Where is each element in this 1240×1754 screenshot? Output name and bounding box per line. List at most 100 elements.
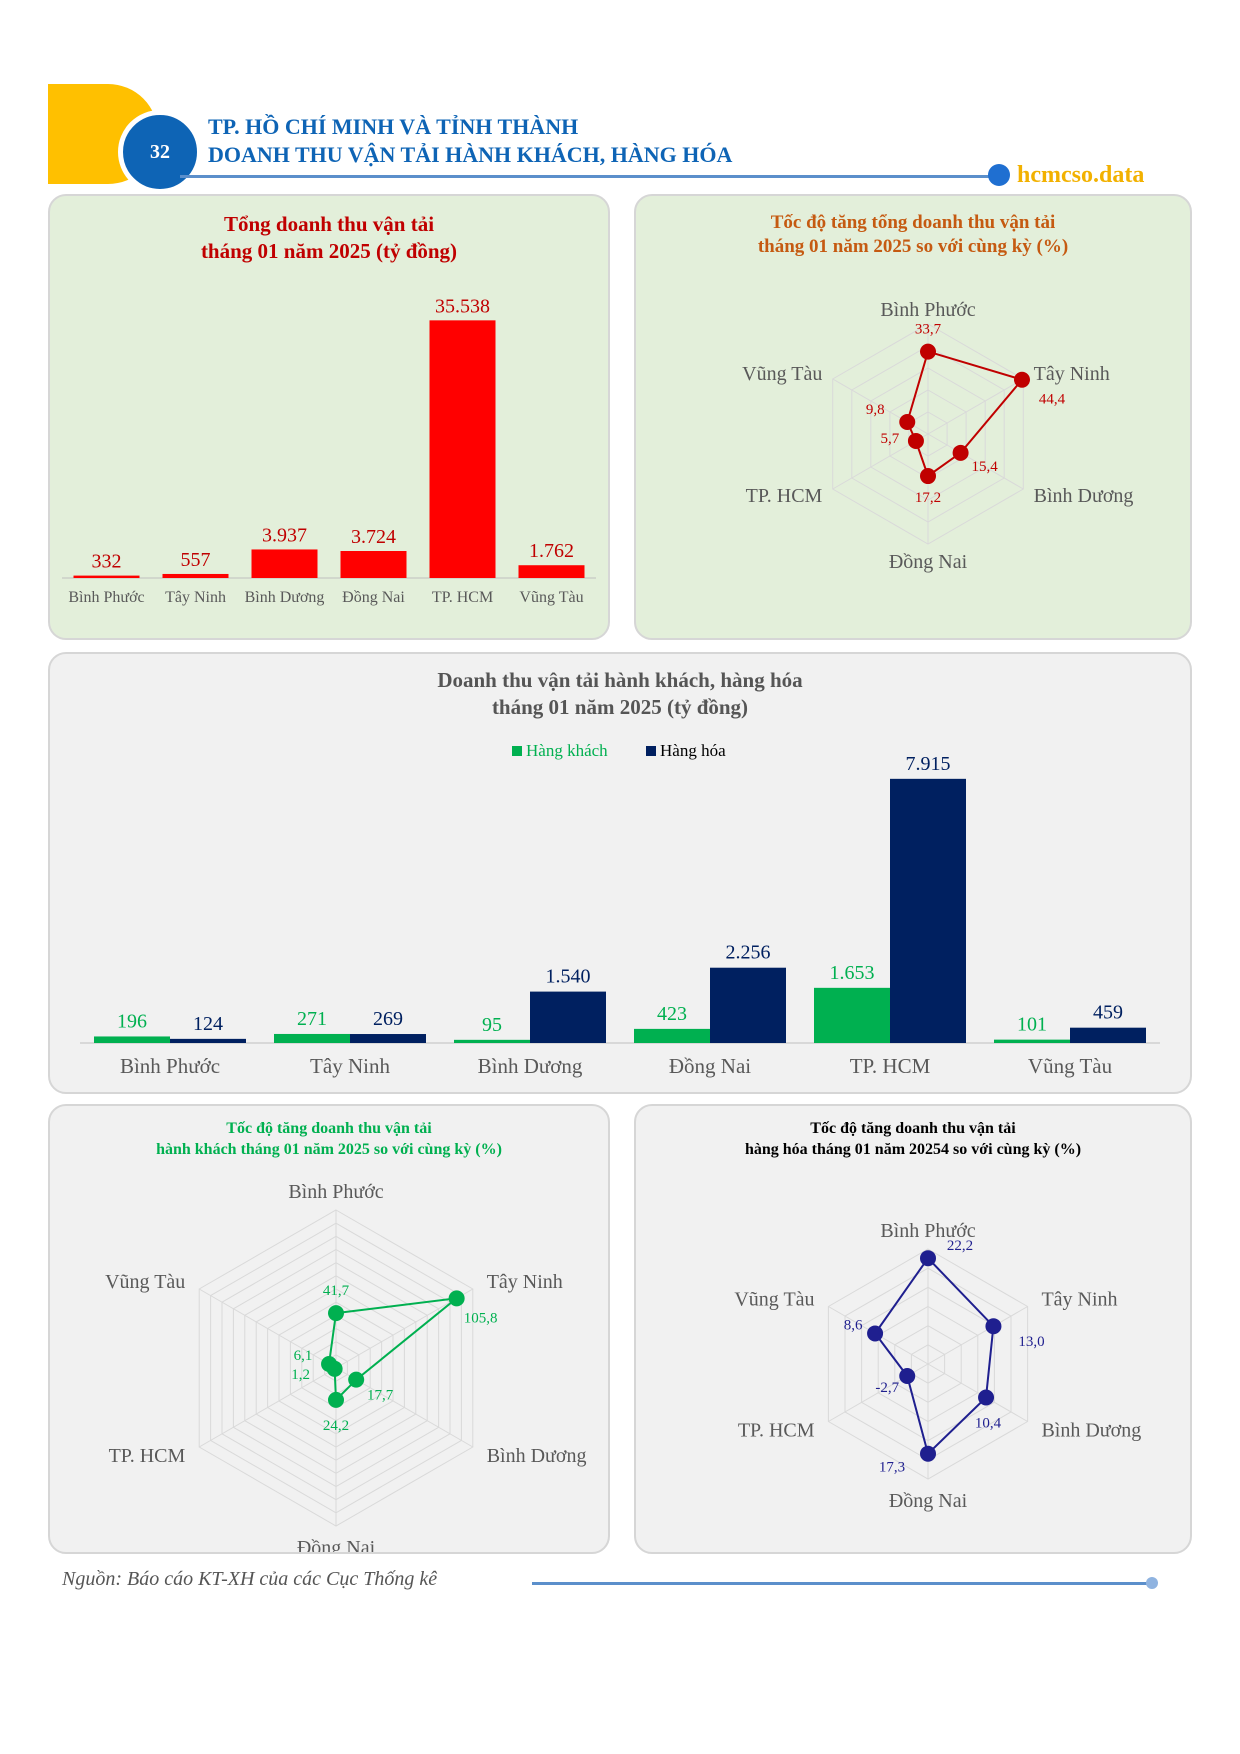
- data-label-1-3: 2.256: [726, 942, 771, 964]
- x-tick-label-1: Tây Ninh: [165, 589, 226, 606]
- page-number-badge: 32: [118, 110, 202, 194]
- footer-dot-icon: [1146, 1577, 1158, 1589]
- radar-spoke-5: [198, 1288, 337, 1369]
- radar-axis-label-2: Bình Dương: [487, 1445, 587, 1467]
- data-label-1: 105,8: [464, 1310, 498, 1326]
- radar-axis-label-2: Bình Dương: [1041, 1420, 1141, 1442]
- chart-title-line-2: tháng 01 năm 2025 (tỷ đồng): [200, 239, 458, 263]
- data-label-1-1: 269: [373, 1008, 403, 1030]
- chart-title-line-1: Tổng doanh thu vận tải: [223, 212, 435, 236]
- radar-point-1: [1013, 371, 1030, 388]
- data-label-5: 9,8: [866, 402, 885, 418]
- freight-growth-radar-chart: 22,2 13,0 10,4 17,3 -2,7 8,6 Bình Phước Tây Nin…: [734, 1220, 1141, 1512]
- bar-1-4: [890, 778, 966, 1043]
- panel-total-growth: Tốc độ tăng tổng doanh thu vận tải tháng…: [634, 194, 1192, 640]
- page-title-line-1: TP. HỒ CHÍ MINH VÀ TỈNH THÀNH: [208, 114, 579, 139]
- bar-5: [518, 565, 585, 578]
- x-tick-label-3: Đồng Nai: [669, 1054, 751, 1078]
- data-label-0-4: 1.653: [830, 962, 875, 984]
- radar-axis-label-1: Tây Ninh: [487, 1271, 563, 1293]
- legend-label-0: Hàng khách: [526, 741, 608, 760]
- x-tick-label-2: Bình Dương: [478, 1054, 583, 1078]
- radar-axis-label-4: TP. HCM: [746, 485, 823, 507]
- data-label-2: 3.937: [262, 524, 307, 546]
- panel-freight-growth: Tốc độ tăng doanh thu vận tải hàng hóa t…: [634, 1104, 1192, 1554]
- bar-1-0: [170, 1038, 246, 1043]
- radar-axis-label-5: Vũng Tàu: [734, 1289, 814, 1311]
- data-label-5: 8,6: [844, 1317, 863, 1333]
- radar-axis-label-4: TP. HCM: [738, 1420, 815, 1442]
- source-note: Nguồn: Báo cáo KT-XH của các Cục Thống k…: [62, 1568, 438, 1590]
- radar-axis-label-3: Đồng Nai: [889, 1490, 968, 1512]
- passenger-growth-radar-chart: 41,7 105,8 17,7 24,2 1,2 6,1 Bình Phước Tây Nin…: [105, 1181, 587, 1552]
- legend-label-1: Hàng hóa: [660, 741, 726, 760]
- data-label-1-2: 1.540: [546, 966, 591, 988]
- radar-point-1: [448, 1290, 465, 1307]
- header-divider: [180, 175, 995, 178]
- radar-spoke-2: [927, 1363, 1028, 1422]
- bar-3: [340, 551, 407, 578]
- data-label-1: 557: [181, 549, 211, 571]
- data-label-1: 44,4: [1039, 392, 1066, 408]
- brand-name: hcmcso.data: [1017, 162, 1145, 188]
- radar-axis-label-2: Bình Dương: [1034, 485, 1134, 507]
- radar-axis-label-5: Vũng Tàu: [105, 1271, 185, 1293]
- bar-0: [73, 575, 140, 578]
- radar-point-3: [920, 468, 936, 485]
- data-label-3: 17,3: [879, 1460, 905, 1476]
- data-label-3: 24,2: [323, 1418, 349, 1434]
- bar-4: [429, 320, 496, 578]
- chart-title-line-1: Doanh thu vận tải hành khách, hàng hóa: [437, 668, 803, 692]
- bar-0-2: [454, 1039, 530, 1043]
- radar-point-2: [952, 444, 969, 461]
- data-label-0-2: 95: [482, 1014, 502, 1036]
- data-label-3: 17,2: [915, 490, 941, 506]
- data-label-0: 22,2: [947, 1238, 973, 1254]
- passenger-freight-bar-chart: Hàng khách Hàng hóa 196 124 Bình Phước 271 269…: [80, 741, 1160, 1078]
- data-label-5: 1.762: [529, 540, 574, 562]
- radar-point-4: [907, 432, 924, 449]
- chart-title-line-1: Tốc độ tăng tổng doanh thu vận tải: [770, 212, 1056, 233]
- page-number: 32: [150, 140, 170, 163]
- bar-1-5: [1070, 1027, 1146, 1043]
- legend-swatch-1: [646, 746, 656, 756]
- bar-0-5: [994, 1039, 1070, 1043]
- radar-point-0: [920, 343, 936, 360]
- radar-point-0: [920, 1250, 936, 1267]
- radar-axis-label-1: Tây Ninh: [1034, 363, 1110, 385]
- panel-passenger-growth: Tốc độ tăng doanh thu vận tải hành khách…: [48, 1104, 610, 1554]
- radar-point-2: [348, 1371, 365, 1388]
- brand-dot-icon: [988, 164, 1010, 186]
- chart-title-line-1: Tốc độ tăng doanh thu vận tải: [226, 1120, 432, 1137]
- x-tick-label-2: Bình Dương: [245, 589, 325, 606]
- chart-title-line-1: Tốc độ tăng doanh thu vận tải: [810, 1120, 1016, 1137]
- data-label-1: 13,0: [1018, 1334, 1044, 1350]
- bar-0-4: [814, 987, 890, 1043]
- bar-0-1: [274, 1033, 350, 1043]
- radar-axis-label-1: Tây Ninh: [1041, 1289, 1117, 1311]
- bar-0-0: [94, 1036, 170, 1043]
- data-label-0: 41,7: [323, 1283, 350, 1299]
- bar-0-3: [634, 1028, 710, 1043]
- data-label-0-1: 271: [297, 1008, 327, 1030]
- radar-spoke-1: [927, 378, 1024, 435]
- radar-point-5: [899, 414, 916, 431]
- data-label-2: 15,4: [971, 459, 998, 475]
- x-tick-label-5: Vũng Tàu: [1028, 1054, 1113, 1078]
- chart-title-line-2: tháng 01 năm 2025 so với cùng kỳ (%): [757, 236, 1069, 257]
- panel-passenger-freight-revenue: Doanh thu vận tải hành khách, hàng hóa t…: [48, 652, 1192, 1094]
- radar-spoke-2: [927, 433, 1024, 490]
- bar-1-1: [350, 1034, 426, 1043]
- radar-point-1: [985, 1318, 1002, 1335]
- x-tick-label-1: Tây Ninh: [310, 1054, 390, 1078]
- data-label-2: 17,7: [367, 1388, 394, 1404]
- x-tick-label-4: TP. HCM: [850, 1054, 931, 1078]
- data-label-4: 35.538: [435, 295, 490, 317]
- radar-point-2: [978, 1389, 995, 1406]
- data-label-2: 10,4: [975, 1416, 1002, 1432]
- panel-total-revenue: Tổng doanh thu vận tải tháng 01 năm 2025…: [48, 194, 610, 640]
- total-revenue-bar-chart: 332 Bình Phước 557 Tây Ninh 3.937 Bình Dương 3…: [62, 295, 596, 606]
- data-label-1-4: 7.915: [906, 753, 951, 775]
- x-tick-label-5: Vũng Tàu: [519, 589, 583, 606]
- radar-axis-label-3: Đồng Nai: [889, 551, 968, 573]
